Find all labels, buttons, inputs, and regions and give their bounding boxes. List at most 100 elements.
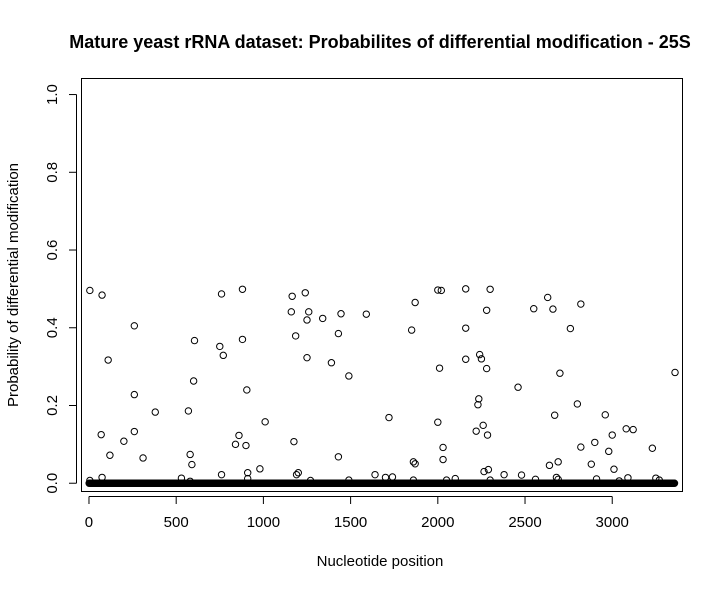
data-point [318,314,327,323]
data-point [261,418,269,426]
data-point [435,364,444,372]
data-point [462,285,470,293]
baseline-point [670,479,679,487]
data-point [106,451,114,459]
data-point [577,443,585,451]
data-point [652,474,660,482]
data-point [362,310,371,318]
data-point [388,473,397,481]
data-point [243,386,251,394]
data-point [550,411,559,419]
data-point [577,300,585,308]
data-point [500,470,508,479]
data-point [486,476,494,484]
data-point [292,470,301,479]
data-point [151,408,159,416]
data-point [434,418,442,426]
data-point [291,332,300,340]
data-point [486,285,494,293]
data-point [477,355,486,363]
data-point [483,431,492,439]
data-point [98,473,106,482]
data-point [219,351,227,360]
data-point [217,290,226,298]
data-point [98,291,106,299]
data-point [591,438,599,447]
data-point [552,473,561,482]
data-point [290,437,298,446]
x-tick-label: 2000 [421,514,454,531]
data-point [216,342,224,351]
x-axis: 0 500 1000 1500 2000 2500 3000 [85,496,629,531]
data-point [610,465,618,473]
data-point [385,413,393,422]
data-point [442,476,451,484]
x-tick-label: 0 [85,514,93,531]
data-point [629,425,637,434]
data-point [120,437,128,445]
data-point [622,425,630,433]
data-point [671,368,679,377]
x-tick-label: 2500 [508,514,541,531]
data-point [566,324,575,333]
data-point [556,369,564,377]
y-axis-label: Probability of differential modification [5,163,22,407]
data-point [437,286,446,295]
chart-title: Mature yeast rRNA dataset: Probabilites … [69,32,690,52]
data-point [573,400,582,408]
x-tick-label: 500 [164,514,189,531]
data-point [345,372,353,380]
x-tick-label: 1000 [247,514,280,531]
data-point [184,407,193,415]
data-point [514,383,522,391]
data-point [484,465,493,474]
data-point [306,476,315,485]
data-point [139,454,147,462]
data-point [472,427,480,435]
data-point [130,322,139,330]
plot-frame [81,78,683,492]
y-tick-label: 0.6 [44,240,61,261]
data-point [334,453,343,461]
data-point [381,473,390,482]
data-point [531,475,540,484]
data-point [409,458,418,466]
x-tick-label: 1500 [334,514,367,531]
data-point [345,476,353,484]
data-point [434,286,442,294]
data-point [482,306,491,314]
data-point [97,430,105,439]
data-point [190,336,199,345]
y-tick-label: 1.0 [44,84,61,105]
data-point [624,474,632,482]
data-point [188,460,196,469]
data-point [104,356,112,364]
data-point [482,364,491,373]
data-point [294,469,302,477]
data-point [543,293,552,302]
data-point [334,329,343,338]
data-point [608,431,616,439]
data-point [475,350,484,359]
data-point [288,292,296,300]
data-point [287,308,296,316]
y-tick-label: 0.0 [44,473,61,494]
data-point [238,285,247,293]
data-point [648,444,657,452]
data-point [86,476,94,485]
data-point [655,476,664,484]
data-point [615,477,623,485]
data-point [303,316,311,324]
data-point [587,460,596,468]
data-point [238,335,247,344]
y-tick-label: 0.4 [44,317,61,338]
data-point [479,421,487,430]
data-point [462,355,470,363]
y-tick-label: 0.2 [44,395,61,416]
data-point [371,470,379,479]
data-point [305,308,313,316]
data-point [462,324,470,332]
data-point [439,443,447,452]
data-point [549,305,557,313]
